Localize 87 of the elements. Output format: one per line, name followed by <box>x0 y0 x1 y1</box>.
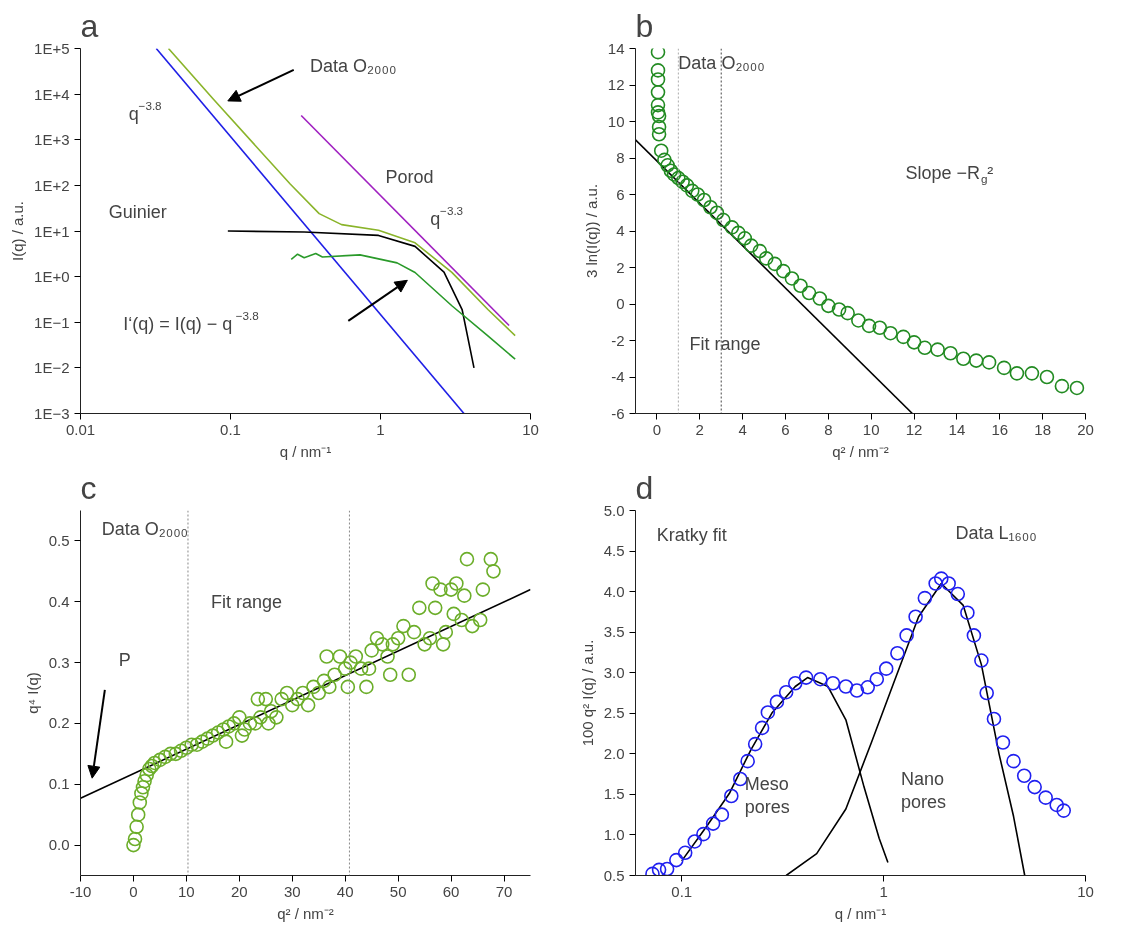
x-tick-label: 0.01 <box>65 420 96 438</box>
x-tick-label: 10 <box>178 882 195 900</box>
x-tick-label: 4 <box>738 420 747 438</box>
y-tick-label: -6 <box>611 404 625 422</box>
x-tick-label: 6 <box>781 420 790 438</box>
x-tick-label: 8 <box>824 420 833 438</box>
y-tick-label: 2 <box>616 258 625 276</box>
y-axis-title: 100 q² I(q) / a.u. <box>578 639 596 747</box>
y-tick-label: 4 <box>616 222 625 239</box>
y-tick-label: 0.3 <box>48 653 70 671</box>
x-tick-label: 14 <box>948 420 966 438</box>
x-tick-label: 70 <box>495 882 513 900</box>
annotation: Data O₂₀₀₀ <box>101 518 189 539</box>
x-axis-title: q / nm⁻¹ <box>279 442 332 460</box>
annotation: Kratky fit <box>656 524 727 545</box>
x-tick-label: 20 <box>230 882 248 900</box>
annotation: Fit range <box>211 591 283 612</box>
y-tick-label: 1E−1 <box>34 313 70 331</box>
x-tick-label: 0 <box>652 420 662 438</box>
y-axis-title: q⁴ I(q) <box>23 672 41 714</box>
x-tick-label: 10 <box>1077 882 1094 900</box>
y-tick-label: 0.0 <box>48 836 70 854</box>
x-tick-label: 0.1 <box>220 420 241 438</box>
y-tick-label: 2.5 <box>603 704 625 722</box>
y-tick-label: 1.5 <box>603 785 625 803</box>
x-tick-label: 1 <box>376 420 385 438</box>
annotation: Meso pores <box>744 774 790 818</box>
y-tick-label: 10 <box>607 112 625 130</box>
x-axis-title: q / nm⁻¹ <box>834 904 887 922</box>
y-tick-label: 1E+0 <box>34 268 70 286</box>
y-tick-label: 1E+3 <box>34 131 70 149</box>
y-tick-label: 1E−3 <box>34 405 70 422</box>
y-tick-label: 3.0 <box>603 663 625 681</box>
annotation: Data O₂₀₀₀ <box>310 55 397 76</box>
y-tick-label: 5.0 <box>603 501 625 519</box>
x-tick-label: 20 <box>1077 420 1094 438</box>
chart-title: d <box>635 469 654 506</box>
y-tick-label: 1E+2 <box>34 176 70 194</box>
annotation: Fit range <box>689 334 761 355</box>
x-tick-label: 0.1 <box>671 882 693 900</box>
y-tick-label: 6 <box>616 185 625 203</box>
y-tick-label: 1E+5 <box>34 40 70 57</box>
x-tick-label: -10 <box>69 882 92 900</box>
y-tick-label: 12 <box>607 76 625 93</box>
y-tick-label: -4 <box>611 368 625 385</box>
annotation: Nano pores <box>901 768 947 812</box>
chart-title: a <box>80 7 99 44</box>
x-tick-label: 18 <box>1034 420 1051 438</box>
y-tick-label: 0 <box>616 295 625 312</box>
y-axis-title: 3 ln(I(q)) / a.u. <box>582 183 600 279</box>
y-tick-label: 1.0 <box>603 825 625 843</box>
y-tick-label: 4.0 <box>603 582 625 600</box>
x-tick-label: 12 <box>905 420 923 438</box>
y-tick-label: 2.0 <box>603 744 625 762</box>
chart-title: b <box>635 7 654 44</box>
annotation: P <box>118 650 131 671</box>
annotation: Data O₂₀₀₀ <box>678 53 765 74</box>
chart-title: c <box>80 469 97 506</box>
y-tick-label: 0.4 <box>48 592 70 610</box>
annotation: Guinier <box>108 202 167 223</box>
annotation: Data L₁₆₀₀ <box>955 523 1037 544</box>
x-axis-title: q² / nm⁻² <box>832 442 889 460</box>
y-tick-label: 1E+4 <box>34 85 70 103</box>
x-tick-label: 1 <box>879 882 888 900</box>
y-tick-label: 0.5 <box>603 866 625 884</box>
x-tick-label: 60 <box>442 882 460 900</box>
x-tick-label: 10 <box>862 420 880 438</box>
x-tick-label: 16 <box>991 420 1009 438</box>
y-tick-label: 3.5 <box>603 623 625 641</box>
y-tick-label: 0.1 <box>48 775 70 793</box>
y-axis-title: I(q) / a.u. <box>9 200 27 262</box>
x-tick-label: 2 <box>695 420 704 438</box>
y-tick-label: -2 <box>611 331 625 349</box>
x-tick-label: 30 <box>283 882 301 900</box>
y-tick-label: 0.2 <box>48 714 70 732</box>
x-tick-label: 10 <box>522 420 539 438</box>
x-tick-label: 50 <box>389 882 407 900</box>
y-tick-label: 14 <box>607 39 625 57</box>
y-tick-label: 8 <box>616 149 625 166</box>
y-tick-label: 1E+1 <box>34 222 70 240</box>
x-tick-label: 0 <box>129 882 138 900</box>
x-axis-title: q² / nm⁻² <box>277 904 334 922</box>
y-tick-label: 1E−2 <box>34 359 70 377</box>
y-tick-label: 4.5 <box>603 542 625 560</box>
annotation: Porod <box>385 166 434 187</box>
y-tick-label: 0.5 <box>48 531 70 549</box>
x-tick-label: 40 <box>336 882 354 900</box>
